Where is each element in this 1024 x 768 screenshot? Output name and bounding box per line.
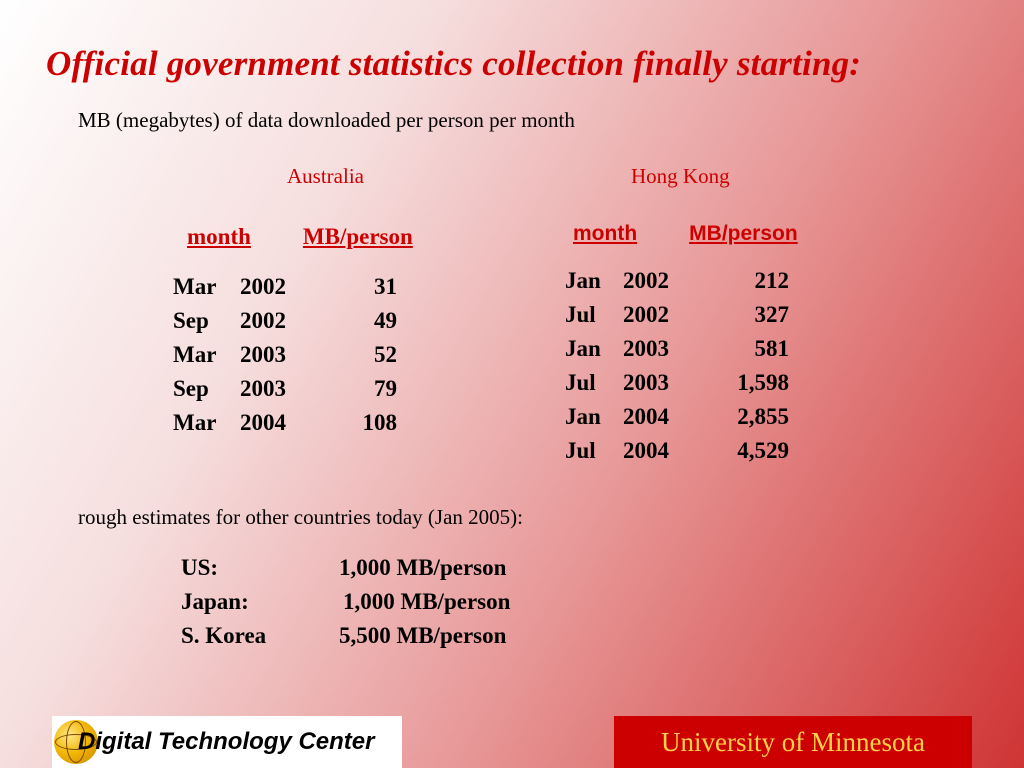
- dtc-logo: Digital Technology Center: [52, 716, 402, 768]
- row-value: 31: [374, 274, 397, 299]
- row-month: Jan: [565, 404, 601, 429]
- row-value: 581: [754, 336, 790, 361]
- table-row: Sep 2002 49: [173, 308, 403, 342]
- row-month: Jul: [565, 370, 596, 395]
- slide-title: Official government statistics collectio…: [46, 44, 862, 83]
- estimate-note: rough estimates for other countries toda…: [78, 505, 523, 529]
- row-year: 2004: [623, 438, 669, 463]
- row-month: Jan: [565, 268, 601, 293]
- estimate-amount: 5,500 MB/person: [339, 623, 507, 648]
- australia-table: Mar 2002 31 Sep 2002 49 Mar 2003 52 Sep …: [173, 274, 403, 444]
- row-month: Jan: [565, 336, 601, 361]
- table-row: Mar 2003 52: [173, 342, 403, 376]
- table-row: Jul 2004 4,529: [565, 438, 795, 472]
- row-value: 212: [754, 268, 790, 293]
- row-year: 2002: [623, 302, 669, 327]
- row-value: 1,598: [737, 370, 789, 395]
- hongkong-label: Hong Kong: [631, 164, 730, 188]
- row-year: 2003: [623, 336, 669, 361]
- table-row: Sep 2003 79: [173, 376, 403, 410]
- hongkong-header-month: month: [573, 222, 638, 245]
- table-row: Mar 2002 31: [173, 274, 403, 308]
- row-month: Sep: [173, 376, 209, 401]
- row-year: 2002: [623, 268, 669, 293]
- row-month: Mar: [173, 274, 217, 299]
- row-value: 327: [754, 302, 790, 327]
- globe-icon: [54, 720, 98, 764]
- row-year: 2004: [240, 410, 286, 435]
- row-year: 2004: [623, 404, 669, 429]
- row-month: Mar: [173, 410, 217, 435]
- row-value: 52: [374, 342, 397, 367]
- australia-header-month: month: [187, 224, 251, 249]
- university-name: University of Minnesota: [661, 726, 925, 757]
- row-year: 2002: [240, 308, 286, 333]
- estimate-amount: 1,000 MB/person: [339, 555, 507, 580]
- row-value: 108: [362, 410, 398, 435]
- row-year: 2003: [623, 370, 669, 395]
- hongkong-table-header: month MB/person: [573, 222, 798, 246]
- row-value: 2,855: [737, 404, 789, 429]
- row-month: Jul: [565, 438, 596, 463]
- australia-header-value: MB/person: [302, 224, 413, 249]
- table-row: Jul 2002 327: [565, 302, 795, 336]
- table-row: Jan 2003 581: [565, 336, 795, 370]
- australia-table-header: month MB/person: [187, 224, 413, 250]
- table-row: Jan 2004 2,855: [565, 404, 795, 438]
- row-month: Sep: [173, 308, 209, 333]
- hongkong-table: Jan 2002 212 Jul 2002 327 Jan 2003 581 J…: [565, 268, 795, 472]
- table-row: Mar 2004 108: [173, 410, 403, 444]
- table-row: Jul 2003 1,598: [565, 370, 795, 404]
- hongkong-header-value: MB/person: [689, 222, 798, 245]
- estimate-amount: 1,000 MB/person: [343, 589, 511, 614]
- row-value: 49: [374, 308, 397, 333]
- row-month: Jul: [565, 302, 596, 327]
- row-value: 79: [374, 376, 397, 401]
- row-year: 2003: [240, 376, 286, 401]
- row-value: 4,529: [737, 438, 789, 463]
- slide-subtitle: MB (megabytes) of data downloaded per pe…: [78, 108, 575, 132]
- estimate-country: Japan:: [181, 589, 249, 614]
- university-banner: University of Minnesota: [614, 716, 972, 768]
- australia-label: Australia: [287, 164, 364, 188]
- estimate-country: US:: [181, 555, 219, 580]
- row-year: 2003: [240, 342, 286, 367]
- table-row: Jan 2002 212: [565, 268, 795, 302]
- row-year: 2002: [240, 274, 286, 299]
- dtc-logo-text: Digital Technology Center: [78, 728, 375, 755]
- estimate-country: S. Korea: [181, 623, 267, 648]
- row-month: Mar: [173, 342, 217, 367]
